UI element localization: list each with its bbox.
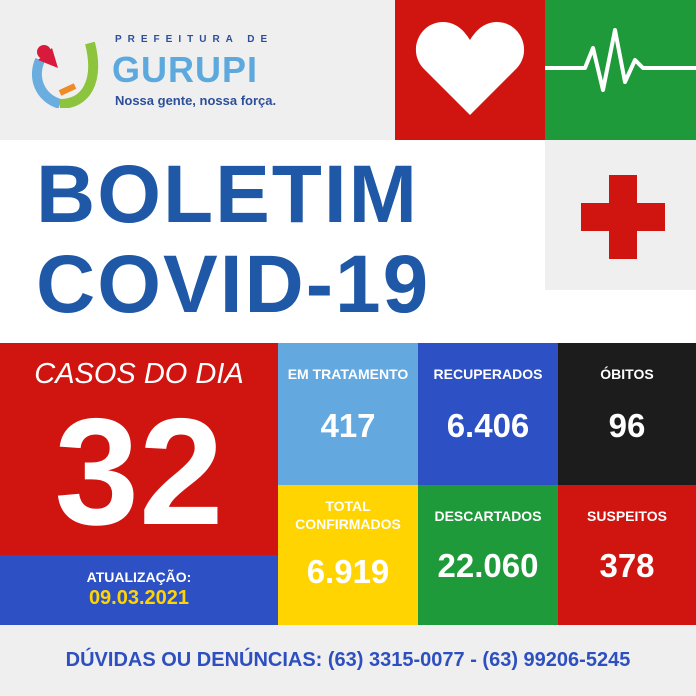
stat-label: RECUPERADOS xyxy=(433,366,543,382)
stat-card: RECUPERADOS 6.406 xyxy=(418,343,558,485)
stat-value: 6.406 xyxy=(446,407,530,444)
stat-label: SUSPEITOS xyxy=(587,508,667,524)
stat-card: SUSPEITOS 378 xyxy=(558,485,696,625)
update-panel: ATUALIZAÇÃO: 09.03.2021 xyxy=(0,555,278,625)
stat-label: ÓBITOS xyxy=(600,366,654,382)
title-line-2: COVID-19 xyxy=(36,239,431,330)
stat-value: 6.919 xyxy=(306,553,390,590)
title-line-1: BOLETIM xyxy=(36,149,419,240)
stat-value: 22.060 xyxy=(437,547,539,584)
stat-card: EM TRATAMENTO 417 xyxy=(278,343,418,485)
daily-cases-label: CASOS DO DIA xyxy=(34,358,244,390)
stat-label: TOTAL CONFIRMADOS xyxy=(295,498,401,532)
stat-card: ÓBITOS 96 xyxy=(558,343,696,485)
daily-cases-value: 32 xyxy=(54,387,224,555)
daily-cases-panel: CASOS DO DIA 32 xyxy=(0,343,278,555)
contact-footer: DÚVIDAS OU DENÚNCIAS: (63) 3315-0077 - (… xyxy=(0,625,696,696)
page-title: BOLETIM COVID-19 xyxy=(36,150,430,330)
stat-label: EM TRATAMENTO xyxy=(287,366,409,382)
medical-cross-icon xyxy=(581,175,665,259)
cross-panel xyxy=(545,140,696,290)
logo-slogan: Nossa gente, nossa força. xyxy=(115,93,277,108)
stat-value: 96 xyxy=(608,407,646,444)
stat-value: 378 xyxy=(599,547,655,584)
stat-card: DESCARTADOS 22.060 xyxy=(418,485,558,625)
logo-hands-icon xyxy=(31,41,99,108)
logo-area: PREFEITURA DE GURUPI Nossa gente, nossa … xyxy=(0,0,395,140)
stat-label: DESCARTADOS xyxy=(434,508,542,524)
logo-top-text: PREFEITURA DE xyxy=(115,34,274,45)
heart-panel xyxy=(395,0,545,140)
ecg-panel xyxy=(545,0,696,140)
logo-name: GURUPI xyxy=(112,49,259,90)
update-date: 09.03.2021 xyxy=(88,587,190,609)
stat-card: TOTAL CONFIRMADOS 6.919 xyxy=(278,485,418,625)
heart-icon xyxy=(415,22,525,115)
stat-value: 417 xyxy=(320,407,376,444)
heartbeat-icon xyxy=(545,28,696,92)
update-label: ATUALIZAÇÃO: xyxy=(86,569,192,585)
